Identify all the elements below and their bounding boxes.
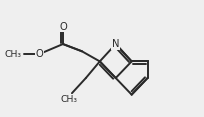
Text: CH₃: CH₃ xyxy=(60,95,78,104)
Text: N: N xyxy=(112,39,120,49)
Text: O: O xyxy=(35,49,43,59)
Text: O: O xyxy=(59,22,67,32)
Text: CH₃: CH₃ xyxy=(4,50,21,59)
